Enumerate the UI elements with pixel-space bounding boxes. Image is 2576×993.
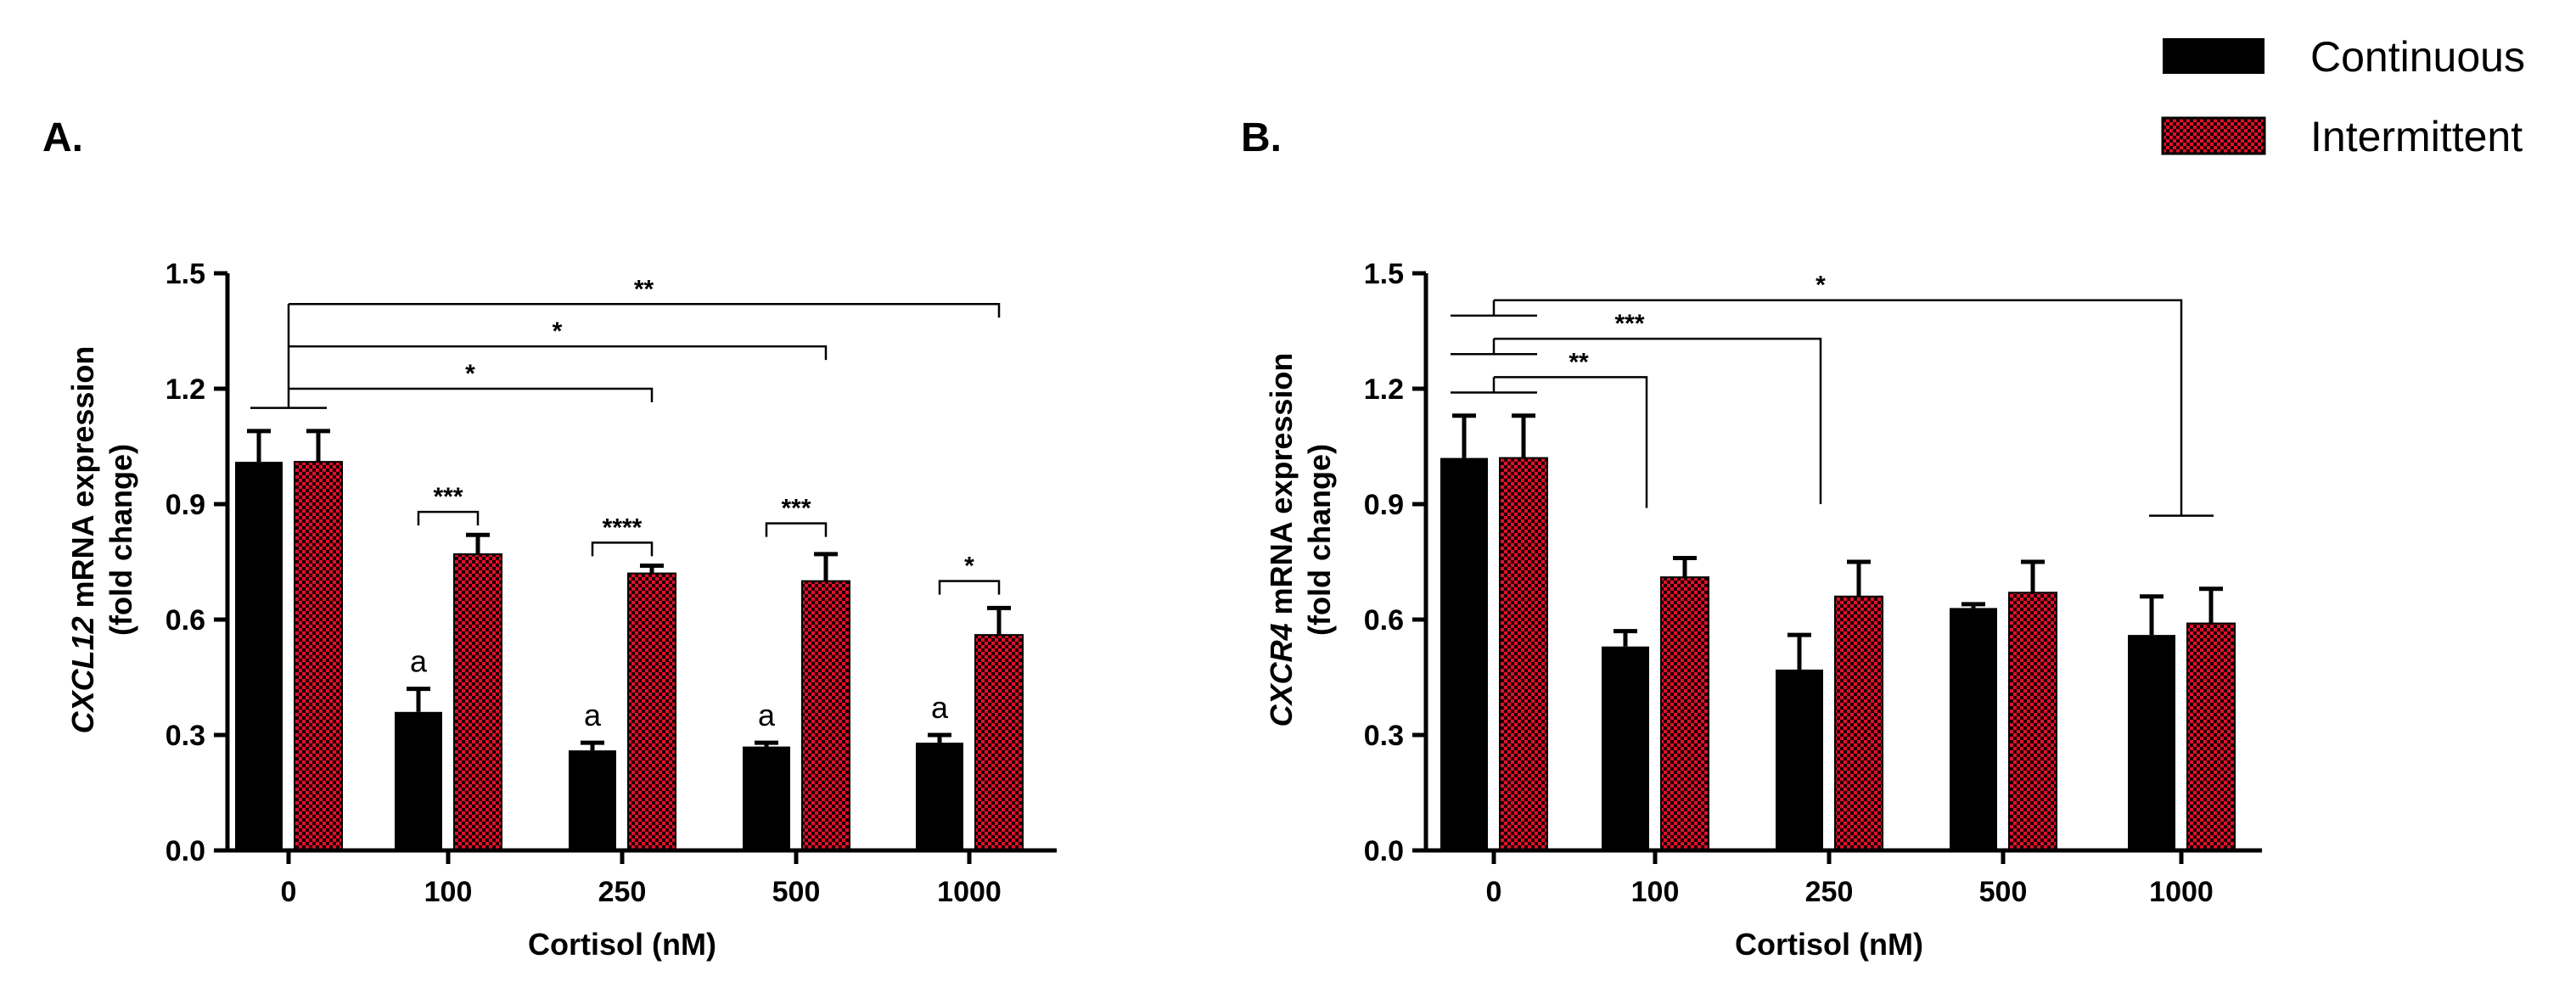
panel-b-between-bracket xyxy=(1494,337,1822,504)
panel-b-x-tick-label: 1000 xyxy=(2149,876,2214,908)
panel-a-within-bracket xyxy=(938,580,1001,595)
panel-a-bar-continuous-250 xyxy=(569,750,616,850)
panel-b-plot: 0.00.30.60.91.21.50 100 250 500 1000****** xyxy=(1364,258,2262,908)
panel-a-bar-continuous-100 xyxy=(395,711,442,850)
panel-a-within-bracket-label: *** xyxy=(781,495,811,523)
panel-a-within-bracket xyxy=(417,510,480,526)
panel-a-between-bracket xyxy=(289,387,654,402)
panel-a-bar-continuous-0 xyxy=(235,462,283,850)
panel-b-x-tick-label: 0 xyxy=(1486,876,1502,908)
legend-swatch-intermittent xyxy=(2161,116,2266,155)
panel-b-x-axis-title: Cortisol (nM) xyxy=(1735,927,1923,962)
panel-b: B. 0.00.30.60.91.21.50 100 250 500 1000*****… xyxy=(1241,115,2262,962)
panel-a-within-bracket xyxy=(765,522,828,537)
legend: Continuous Intermittent xyxy=(2161,33,2525,160)
panel-b-bar-intermittent-500 xyxy=(2008,592,2057,851)
panel-a: A. 0.0 0.3 0.6 0.9 1.2 1.5 0 100 250 500 1000 a a a a *… xyxy=(42,115,1057,962)
panel-b-x-tick-label: 500 xyxy=(1979,876,2028,908)
panel-b-x-tick-label: 250 xyxy=(1805,876,1854,908)
panel-a-x-tick-label: 250 xyxy=(598,876,647,908)
panel-a-y-tick-label: 0.0 xyxy=(166,835,205,867)
panel-b-y-axis-title: CXCR4 mRNA expression xyxy=(1264,353,1299,727)
panel-a-within-bracket-label: **** xyxy=(603,513,643,541)
panel-a-y-tick-label: 1.5 xyxy=(166,258,205,290)
panel-a-bar-intermittent-100 xyxy=(453,553,502,852)
panel-a-x-axis-title: Cortisol (nM) xyxy=(528,927,716,962)
panel-a-y-axis-gene: CXCL12 xyxy=(65,616,100,733)
panel-b-y-axis-title-line2: (fold change) xyxy=(1302,444,1337,636)
panel-a-y-axis-rest: mRNA expression xyxy=(65,346,100,617)
panel-b-bar-continuous-500 xyxy=(1950,608,1997,850)
panel-b-y-tick-label: 1.5 xyxy=(1364,258,1404,290)
panel-a-y-tick-label: 0.9 xyxy=(166,489,205,521)
panel-a-y-tick-label: 0.6 xyxy=(166,604,205,637)
panel-a-significance-letter: a xyxy=(410,644,428,679)
panel-a-significance-letter: a xyxy=(758,698,776,732)
panel-a-between-bracket-label: * xyxy=(553,317,563,345)
panel-b-bar-continuous-100 xyxy=(1602,646,1649,850)
panel-a-within-bracket-label: * xyxy=(964,553,974,581)
panel-a-y-tick-label: 1.2 xyxy=(166,373,205,406)
panel-b-bar-intermittent-0 xyxy=(1499,457,1548,851)
panel-a-bar-intermittent-0 xyxy=(294,461,343,852)
legend-label-intermittent: Intermittent xyxy=(2310,113,2523,160)
panel-b-between-bracket-label: * xyxy=(1816,272,1826,300)
panel-b-bar-continuous-1000 xyxy=(2128,635,2175,850)
panel-a-bar-intermittent-1000 xyxy=(974,634,1024,852)
panel-a-bar-continuous-1000 xyxy=(916,743,963,850)
panel-b-between-bracket xyxy=(1494,376,1648,508)
panel-a-significance-letter: a xyxy=(584,698,602,732)
panel-b-y-tick-label: 0.3 xyxy=(1364,720,1404,752)
panel-a-within-bracket xyxy=(591,541,654,557)
panel-a-between-bracket-label: * xyxy=(465,360,475,388)
panel-b-between-bracket xyxy=(1494,299,2183,516)
panel-b-y-tick-label: 0.0 xyxy=(1364,835,1404,867)
panel-b-y-axis-rest: mRNA expression xyxy=(1264,353,1299,624)
panel-b-bar-intermittent-1000 xyxy=(2186,622,2236,851)
panel-b-bar-intermittent-250 xyxy=(1834,595,1883,851)
panel-b-y-tick-label: 0.6 xyxy=(1364,604,1404,637)
panel-b-bar-intermittent-100 xyxy=(1660,576,1709,852)
panel-a-bar-continuous-500 xyxy=(743,746,790,850)
panel-b-between-bracket-label: ** xyxy=(1569,348,1589,376)
panel-b-y-axis-gene: CXCR4 xyxy=(1264,623,1299,727)
panel-a-x-tick-label: 500 xyxy=(772,876,821,908)
panel-b-y-tick-label: 0.9 xyxy=(1364,489,1404,521)
panel-a-between-bracket xyxy=(289,303,1001,318)
panel-a-y-axis-title-line2: (fold change) xyxy=(104,444,138,636)
panel-a-label: A. xyxy=(42,115,83,160)
panel-b-y-tick-label: 1.2 xyxy=(1364,373,1404,406)
panel-b-x-tick-label: 100 xyxy=(1631,876,1680,908)
panel-a-bar-intermittent-250 xyxy=(627,572,676,851)
panel-a-y-axis-title: CXCL12 mRNA expression xyxy=(65,346,100,734)
panel-b-label: B. xyxy=(1241,115,1282,160)
panel-a-significance-letter: a xyxy=(931,690,949,725)
panel-b-bar-continuous-0 xyxy=(1440,457,1488,850)
panel-a-bar-intermittent-500 xyxy=(801,580,850,852)
legend-label-continuous: Continuous xyxy=(2310,33,2525,81)
legend-swatch-continuous xyxy=(2163,38,2265,74)
panel-a-between-bracket xyxy=(289,345,828,361)
panel-b-bar-continuous-250 xyxy=(1776,669,1823,850)
panel-a-x-tick-label: 1000 xyxy=(937,876,1002,908)
panel-a-x-tick-label: 0 xyxy=(281,876,297,908)
panel-a-x-tick-label: 100 xyxy=(424,876,473,908)
panel-a-within-bracket-label: *** xyxy=(433,483,463,511)
panel-b-between-bracket-label: *** xyxy=(1614,310,1644,338)
panel-a-y-tick-label: 0.3 xyxy=(166,720,205,752)
panel-a-between-bracket-label: ** xyxy=(634,275,654,303)
